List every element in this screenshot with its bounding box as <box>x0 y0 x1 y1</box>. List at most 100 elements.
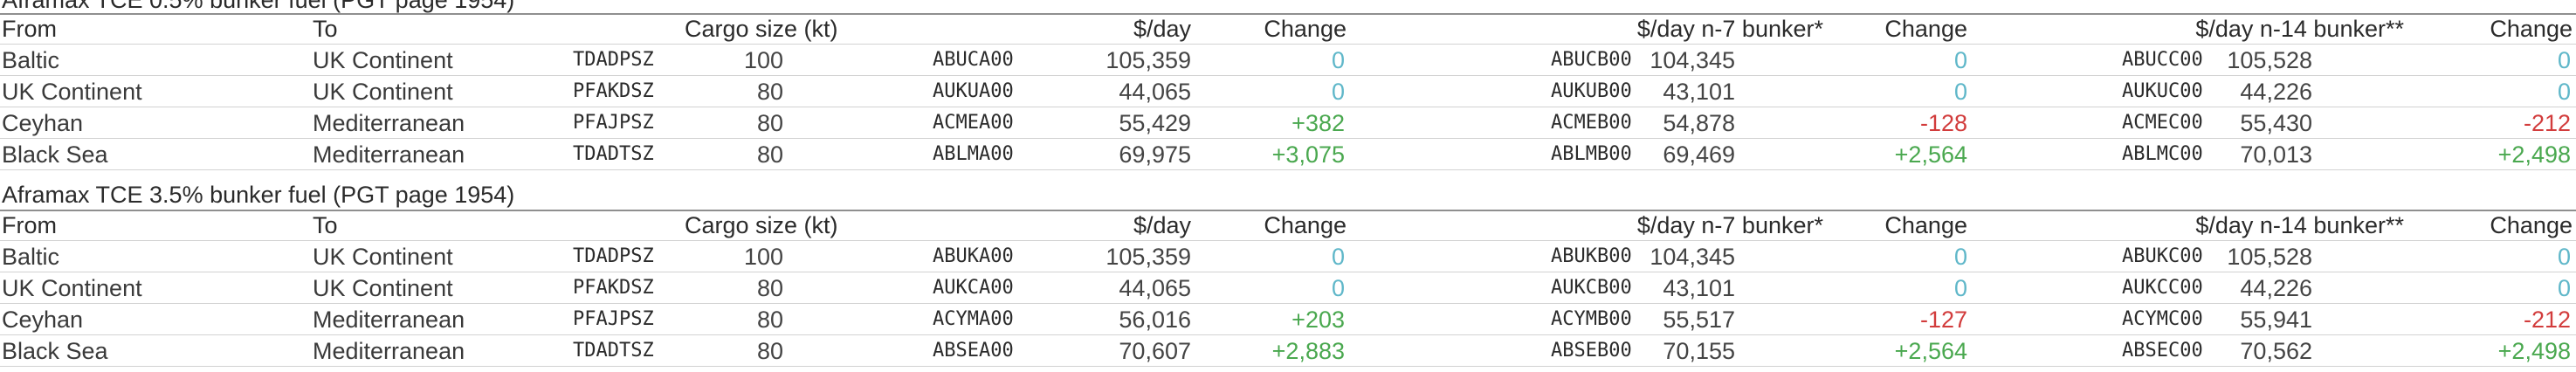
cell-n14: 44,226 <box>2240 275 2312 301</box>
cell-from: Black Sea <box>2 338 108 364</box>
cell-change: +3,075 <box>1271 141 1345 168</box>
table-row: UK Continent UK Continent PFAKDSZ 80 AUK… <box>0 76 2576 107</box>
cell-n7: 104,345 <box>1650 244 1735 270</box>
cell-from: UK Continent <box>2 275 142 301</box>
cell-n14-code: ACYMC00 <box>2122 308 2203 330</box>
cell-from: UK Continent <box>2 79 142 105</box>
cell-n7-code: ABLMB00 <box>1551 143 1632 165</box>
cell-to: UK Continent <box>313 275 453 301</box>
col-header-n14: $/day n-14 bunker** <box>2195 212 2404 238</box>
row-separator <box>0 44 2576 45</box>
cell-n7: 54,878 <box>1663 110 1735 136</box>
cell-change14: 0 <box>2557 47 2571 73</box>
col-header-change7: Change <box>1884 212 1967 238</box>
cell-n7-code: AUKCB00 <box>1551 277 1632 299</box>
cell-change7: +2,564 <box>1894 338 1967 364</box>
cell-route-code: PFAKDSZ <box>573 277 654 299</box>
cell-change: +203 <box>1291 307 1345 333</box>
cell-change14: 0 <box>2557 275 2571 301</box>
cell-from: Ceyhan <box>2 110 84 136</box>
cell-n14-code: ABLMC00 <box>2122 143 2203 165</box>
cell-n7-code: ACYMB00 <box>1551 308 1632 330</box>
cell-day: 44,065 <box>1119 79 1191 105</box>
cell-day-code: ACYMA00 <box>933 308 1014 330</box>
cell-cargo: 100 <box>743 47 783 73</box>
cell-change14: 0 <box>2557 244 2571 270</box>
cell-route-code: TDADPSZ <box>573 245 654 267</box>
cell-to: Mediterranean <box>313 110 465 136</box>
cell-to: Mediterranean <box>313 307 465 333</box>
cell-route-code: TDADTSZ <box>573 143 654 165</box>
col-header-change14: Change <box>2490 16 2573 42</box>
table-row: Black Sea Mediterranean TDADTSZ 80 ABLMA… <box>0 139 2576 170</box>
cell-n7: 69,469 <box>1663 141 1735 168</box>
cell-cargo: 80 <box>756 79 783 105</box>
col-header-day: $/day <box>1133 212 1191 238</box>
cell-n14: 55,430 <box>2240 110 2312 136</box>
cell-day-code: AUKCA00 <box>933 277 1014 299</box>
cell-to: UK Continent <box>313 244 453 270</box>
cell-to: Mediterranean <box>313 338 465 364</box>
cell-change: +2,883 <box>1271 338 1345 364</box>
cell-n14-code: AUKCC00 <box>2122 277 2203 299</box>
section-title: Aframax TCE 3.5% bunker fuel (PGT page 1… <box>2 182 515 208</box>
col-header-cargo: Cargo size (kt) <box>685 212 838 238</box>
cell-change: 0 <box>1331 79 1345 105</box>
col-header-change7: Change <box>1884 16 1967 42</box>
cell-change: 0 <box>1331 244 1345 270</box>
cell-cargo: 80 <box>756 307 783 333</box>
cell-day: 69,975 <box>1119 141 1191 168</box>
table-row: Black Sea Mediterranean TDADTSZ 80 ABSEA… <box>0 335 2576 367</box>
section-title: Aframax TCE 0.5% bunker fuel (PGT page 1… <box>2 0 515 13</box>
cell-to: UK Continent <box>313 47 453 73</box>
col-header-n7: $/day n-7 bunker* <box>1636 16 1823 42</box>
cell-n14: 70,562 <box>2240 338 2312 364</box>
cell-day: 105,359 <box>1105 244 1191 270</box>
table-row: UK Continent UK Continent PFAKDSZ 80 AUK… <box>0 272 2576 304</box>
cell-from: Baltic <box>2 244 60 270</box>
cell-change14: -212 <box>2523 307 2571 333</box>
row-separator <box>0 240 2576 241</box>
cell-change14: +2,498 <box>2497 338 2571 364</box>
cell-change14: +2,498 <box>2497 141 2571 168</box>
cell-n7-code: ABUCB00 <box>1551 49 1632 71</box>
table-row: Ceyhan Mediterranean PFAJPSZ 80 ACYMA00 … <box>0 304 2576 335</box>
cell-route-code: TDADPSZ <box>573 49 654 71</box>
col-header-change: Change <box>1264 212 1347 238</box>
cell-n14-code: ABUKC00 <box>2122 245 2203 267</box>
cell-n7: 55,517 <box>1663 307 1735 333</box>
row-separator <box>0 334 2576 335</box>
row-separator <box>0 75 2576 76</box>
cell-day: 55,429 <box>1119 110 1191 136</box>
cell-change14: -212 <box>2523 110 2571 136</box>
cell-cargo: 80 <box>756 141 783 168</box>
cell-n14: 44,226 <box>2240 79 2312 105</box>
row-separator <box>0 138 2576 139</box>
header-row: From To Cargo size (kt) $/day Change $/d… <box>0 210 2576 241</box>
cell-route-code: PFAJPSZ <box>573 308 654 330</box>
cell-n7: 104,345 <box>1650 47 1735 73</box>
cell-change7: 0 <box>1953 275 1967 301</box>
cell-n14-code: AUKUC00 <box>2122 80 2203 102</box>
cell-day-code: AUKUA00 <box>933 80 1014 102</box>
col-header-day: $/day <box>1133 16 1191 42</box>
cell-cargo: 80 <box>756 110 783 136</box>
cell-n7: 70,155 <box>1663 338 1735 364</box>
row-separator <box>0 169 2576 170</box>
cell-change7: 0 <box>1953 79 1967 105</box>
cell-n14-code: ABUCC00 <box>2122 49 2203 71</box>
cell-cargo: 80 <box>756 275 783 301</box>
header-row: From To Cargo size (kt) $/day Change $/d… <box>0 13 2576 45</box>
cell-n7: 43,101 <box>1663 275 1735 301</box>
cell-to: Mediterranean <box>313 141 465 168</box>
cell-to: UK Continent <box>313 79 453 105</box>
col-header-from: From <box>2 212 57 238</box>
cell-n7-code: ABSEB00 <box>1551 340 1632 362</box>
cell-n7-code: ACMEB00 <box>1551 112 1632 134</box>
cell-n7: 43,101 <box>1663 79 1735 105</box>
cell-n14: 55,941 <box>2240 307 2312 333</box>
cell-route-code: TDADTSZ <box>573 340 654 362</box>
cell-n7-code: ABUKB00 <box>1551 245 1632 267</box>
row-separator <box>0 366 2576 367</box>
